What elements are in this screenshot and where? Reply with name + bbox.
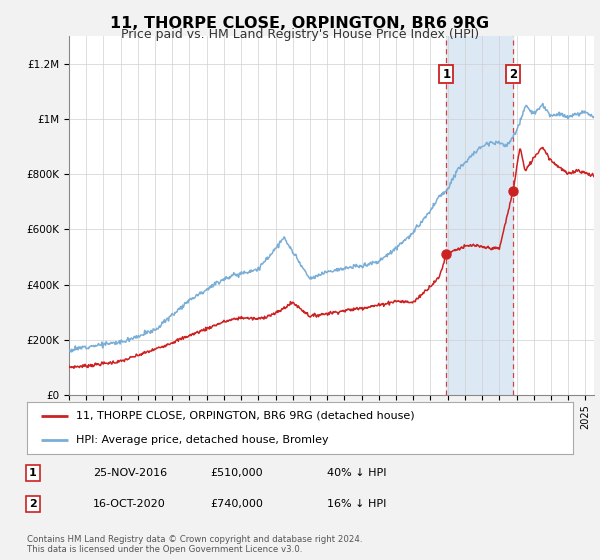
Text: Price paid vs. HM Land Registry's House Price Index (HPI): Price paid vs. HM Land Registry's House … [121,28,479,41]
Text: 2: 2 [509,68,517,81]
Text: £510,000: £510,000 [210,468,263,478]
Text: HPI: Average price, detached house, Bromley: HPI: Average price, detached house, Brom… [76,435,329,445]
Text: 25-NOV-2016: 25-NOV-2016 [93,468,167,478]
Text: 1: 1 [29,468,37,478]
Text: 40% ↓ HPI: 40% ↓ HPI [327,468,386,478]
Text: 16% ↓ HPI: 16% ↓ HPI [327,499,386,509]
Text: 1: 1 [442,68,451,81]
Text: Contains HM Land Registry data © Crown copyright and database right 2024.
This d: Contains HM Land Registry data © Crown c… [27,535,362,554]
Text: £740,000: £740,000 [210,499,263,509]
Text: 16-OCT-2020: 16-OCT-2020 [93,499,166,509]
Text: 11, THORPE CLOSE, ORPINGTON, BR6 9RG: 11, THORPE CLOSE, ORPINGTON, BR6 9RG [110,16,490,31]
Text: 11, THORPE CLOSE, ORPINGTON, BR6 9RG (detached house): 11, THORPE CLOSE, ORPINGTON, BR6 9RG (de… [76,411,415,421]
Bar [446,36,513,395]
Text: 2: 2 [29,499,37,509]
